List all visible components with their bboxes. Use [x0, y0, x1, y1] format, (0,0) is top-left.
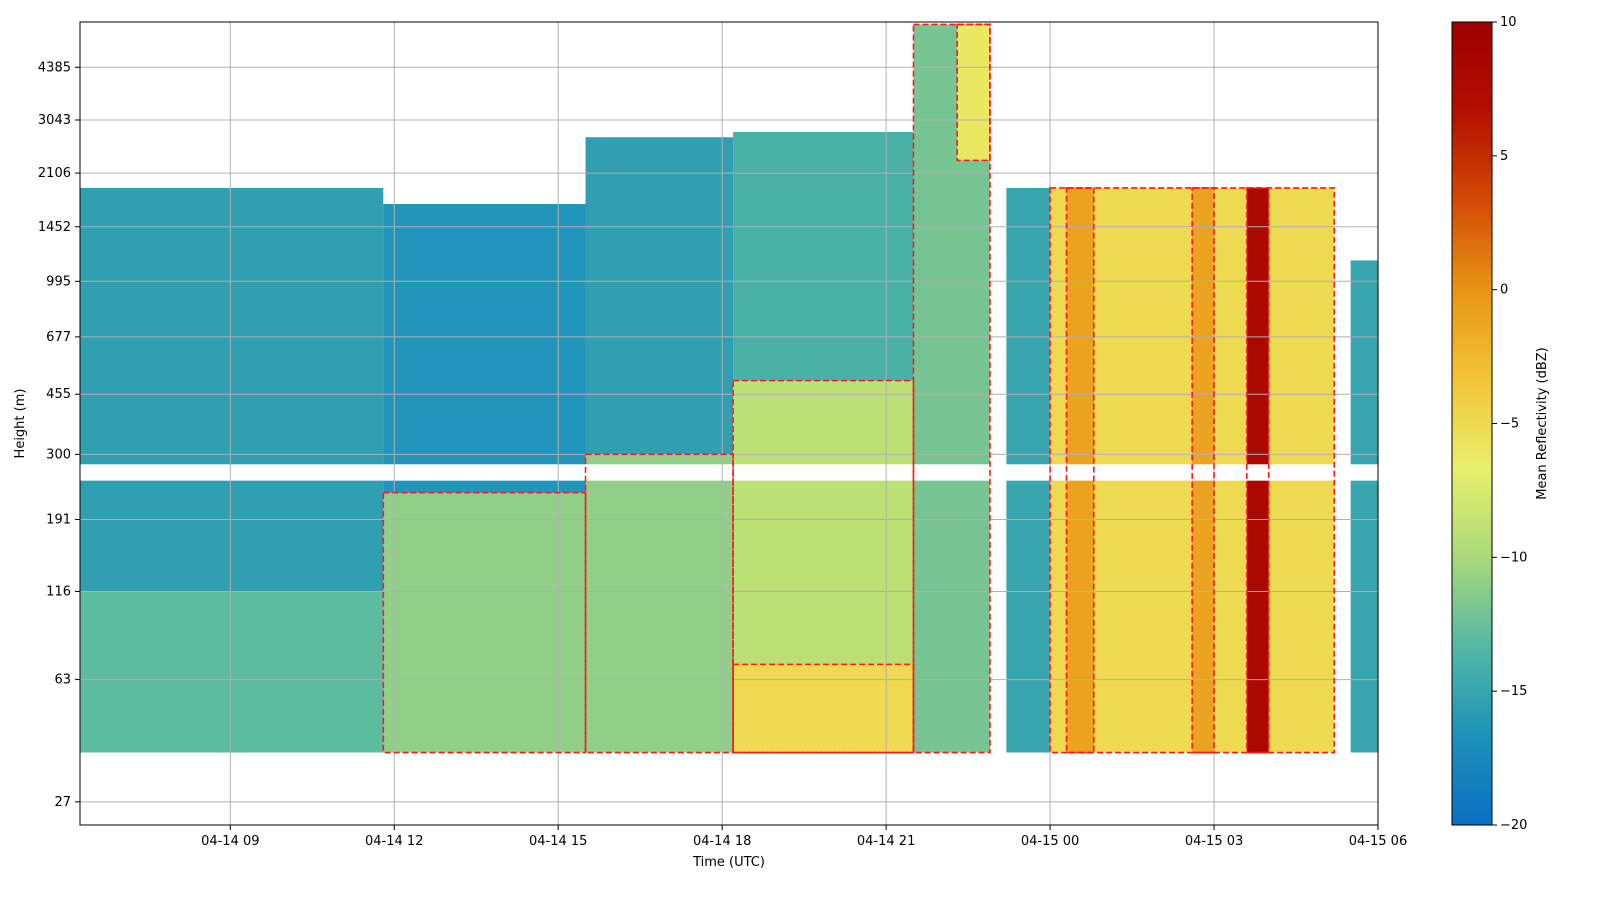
y-tick-label: 455 [46, 387, 71, 402]
colorbar [1451, 21, 1493, 826]
y-tick-label: 116 [46, 584, 71, 599]
x-tick-label: 04-14 15 [529, 834, 587, 849]
heatmap-cell [80, 591, 384, 753]
contour-line [956, 23, 991, 162]
y-axis-label: Height (m) [13, 389, 28, 459]
data-gap [80, 464, 1378, 481]
y-axis: 27 63 116 191 300 455 677 995 1452 2106 3043 4385 [38, 60, 80, 810]
colorbar-tick-label: −20 [1500, 818, 1527, 833]
contour-line [732, 663, 915, 754]
contour-line [1065, 187, 1095, 754]
y-tick-label: 4385 [38, 60, 71, 75]
colorbar-tick-label: 5 [1500, 149, 1508, 164]
colorbar-tick-label: −10 [1500, 550, 1527, 565]
heatmap-cell [957, 24, 990, 161]
x-tick-label: 04-15 00 [1021, 834, 1079, 849]
data-gap [80, 752, 1378, 825]
contour-line [584, 453, 734, 754]
x-tick-label: 04-14 21 [857, 834, 915, 849]
plot-area [80, 24, 1378, 825]
heatmap-cell [383, 492, 586, 753]
x-tick-label: 04-15 06 [1349, 834, 1407, 849]
y-tick-label: 995 [46, 274, 71, 289]
plot-frame [79, 21, 1379, 826]
y-tick-label: 27 [54, 795, 71, 810]
heatmap-cell [1350, 260, 1378, 753]
y-tick-label: 191 [46, 513, 71, 528]
y-tick-label: 3043 [38, 113, 71, 128]
y-tick-label: 63 [54, 673, 71, 688]
y-tick-label: 2106 [38, 166, 71, 181]
x-tick-label: 04-14 09 [201, 834, 259, 849]
colorbar-tick-label: −5 [1500, 417, 1519, 432]
y-tick-label: 1452 [38, 220, 71, 235]
colorbar-ticks: 10 5 0 −5 −10 −15 −20 [1492, 15, 1527, 833]
x-axis-label: Time (UTC) [692, 855, 765, 870]
contour-line [1246, 187, 1270, 754]
contour-line [382, 491, 587, 754]
colorbar-label: Mean Reflectivity (dBZ) [1535, 347, 1550, 500]
y-tick-label: 677 [46, 330, 71, 345]
contour-line [912, 23, 991, 754]
colorbar-tick-label: 10 [1500, 15, 1517, 30]
x-tick-label: 04-15 03 [1185, 834, 1243, 849]
heatmap-cell [585, 454, 734, 753]
heatmap-cell [733, 664, 914, 753]
colorbar-tick-label: −15 [1500, 684, 1527, 699]
contour-line [732, 379, 915, 754]
x-axis: 04-14 09 04-14 12 04-14 15 04-14 18 04-14 21… [201, 825, 1407, 849]
y-tick-label: 300 [46, 447, 71, 462]
colorbar-tick-label: 0 [1500, 283, 1508, 298]
x-tick-label: 04-14 18 [693, 834, 751, 849]
x-tick-label: 04-14 12 [365, 834, 423, 849]
contour-line [1191, 187, 1215, 754]
contour-lines [382, 23, 1336, 754]
